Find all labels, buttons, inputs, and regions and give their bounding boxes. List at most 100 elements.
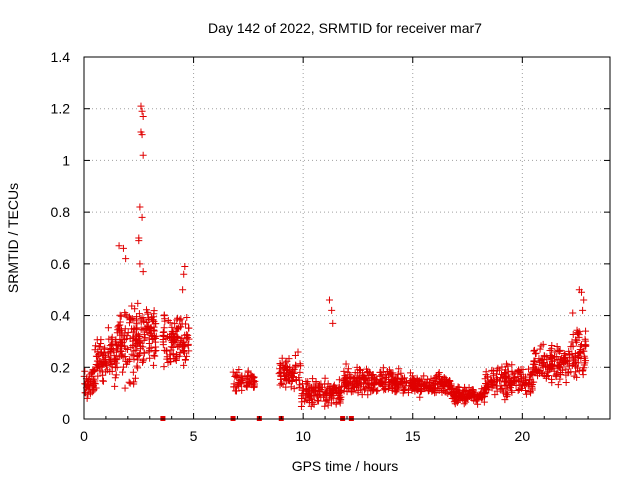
data-point	[335, 395, 343, 403]
data-point	[93, 352, 101, 360]
data-point	[530, 378, 538, 386]
data-point	[436, 380, 444, 388]
data-point	[150, 307, 158, 315]
data-point	[117, 326, 125, 334]
y-tick-label: 1.4	[51, 49, 71, 65]
data-point	[413, 386, 421, 394]
data-point	[117, 347, 125, 355]
data-point	[366, 369, 374, 377]
data-point	[92, 342, 100, 350]
data-point	[159, 336, 167, 344]
data-point	[543, 368, 551, 376]
data-point	[130, 380, 138, 388]
data-point	[435, 369, 443, 377]
data-point	[104, 324, 112, 332]
data-point	[409, 376, 417, 384]
data-point	[128, 302, 136, 310]
data-point	[516, 369, 524, 377]
data-point	[559, 366, 567, 374]
data-point	[454, 395, 462, 403]
data-point	[530, 360, 538, 368]
data-point	[122, 311, 130, 319]
data-point	[332, 387, 340, 395]
data-point	[310, 400, 318, 408]
data-point	[431, 374, 439, 382]
data-point	[290, 385, 298, 393]
x-tick-label: 15	[405, 428, 421, 444]
data-point	[553, 370, 561, 378]
data-point	[489, 380, 497, 388]
data-point	[332, 399, 340, 407]
data-point	[581, 354, 589, 362]
data-point	[131, 374, 139, 382]
data-point	[461, 397, 469, 405]
data-point	[465, 392, 473, 399]
data-point	[121, 325, 129, 333]
data-point	[353, 363, 361, 371]
data-point	[543, 373, 551, 381]
data-point	[414, 385, 422, 393]
data-point	[351, 369, 359, 377]
data-point	[185, 335, 193, 343]
data-point	[494, 364, 502, 372]
data-point	[136, 260, 144, 268]
data-point	[298, 395, 306, 403]
data-point	[325, 296, 333, 304]
data-point	[410, 377, 418, 385]
data-point	[498, 363, 506, 371]
data-point	[179, 286, 187, 294]
data-point	[92, 384, 100, 392]
data-point	[135, 351, 143, 359]
data-point	[504, 362, 512, 370]
data-point	[246, 380, 254, 388]
data-point	[172, 338, 180, 346]
data-point	[577, 341, 585, 349]
data-point	[137, 102, 145, 110]
data-point	[296, 368, 304, 376]
data-point	[119, 363, 127, 371]
data-point	[235, 366, 243, 374]
data-point	[84, 380, 92, 388]
data-point	[356, 373, 364, 381]
data-point	[236, 373, 244, 381]
data-point	[170, 355, 178, 363]
data-point	[401, 374, 409, 382]
data-point	[569, 342, 577, 350]
data-point	[428, 387, 436, 395]
data-point	[349, 380, 357, 388]
data-point	[250, 373, 258, 381]
data-point	[172, 327, 180, 335]
data-point	[136, 332, 144, 340]
data-point	[543, 356, 551, 364]
data-point	[183, 313, 191, 321]
data-point	[89, 366, 97, 374]
data-point	[426, 384, 434, 392]
data-point	[183, 331, 191, 339]
data-point	[99, 360, 107, 368]
data-point	[574, 364, 581, 372]
data-point	[337, 396, 345, 404]
data-point	[177, 315, 185, 323]
data-point	[562, 378, 570, 386]
data-point	[347, 373, 355, 381]
data-point	[171, 320, 179, 328]
data-point	[163, 355, 171, 363]
data-point	[148, 336, 156, 344]
data-point	[317, 380, 325, 388]
data-point	[571, 336, 579, 344]
data-point	[130, 325, 138, 333]
data-point	[183, 352, 191, 360]
data-point	[312, 379, 320, 387]
data-point	[90, 379, 98, 387]
data-point	[95, 351, 103, 359]
data-point	[578, 288, 586, 296]
data-point	[518, 384, 526, 392]
data-point	[134, 299, 142, 307]
data-point	[147, 313, 155, 321]
data-point	[108, 333, 116, 341]
data-point	[276, 360, 284, 368]
data-point	[483, 373, 491, 381]
data-point	[314, 393, 322, 401]
data-point	[139, 151, 147, 159]
data-point	[562, 365, 570, 373]
